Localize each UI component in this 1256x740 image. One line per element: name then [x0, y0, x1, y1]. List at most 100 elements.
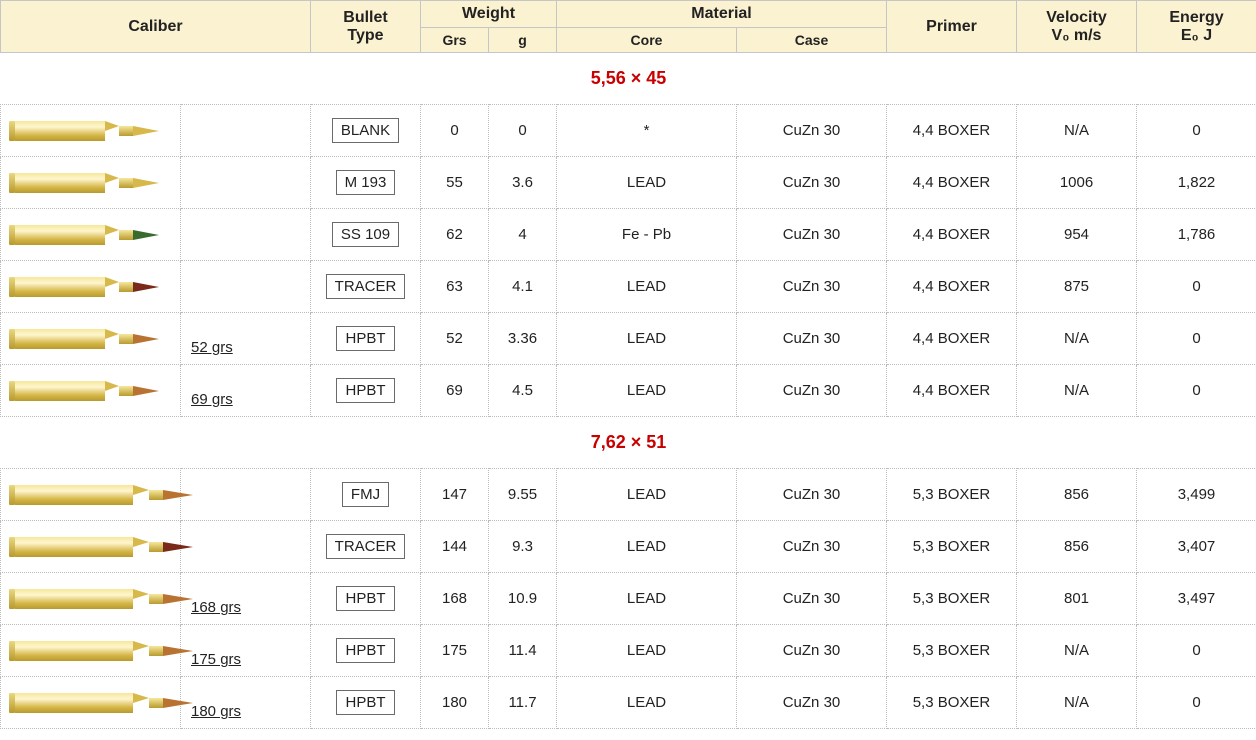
cell-case: CuZn 30 [737, 469, 887, 521]
cell-core: LEAD [557, 261, 737, 313]
cell-primer: 4,4 BOXER [887, 105, 1017, 157]
hdr-material-case: Case [737, 28, 887, 53]
cell-weight-grs: 52 [421, 313, 489, 365]
cell-energy: 0 [1137, 313, 1256, 365]
cell-case: CuZn 30 [737, 313, 887, 365]
cell-primer: 5,3 BOXER [887, 469, 1017, 521]
hdr-bullet-type: Bullet Type [311, 1, 421, 53]
cell-case: CuZn 30 [737, 677, 887, 729]
bullet-type-link[interactable]: M 193 [336, 170, 396, 195]
bullet-type-link[interactable]: HPBT [336, 326, 394, 351]
cell-cartridge [1, 625, 181, 677]
cell-core: Fe - Pb [557, 209, 737, 261]
cell-energy: 3,497 [1137, 573, 1256, 625]
bullet-type-link[interactable]: HPBT [336, 586, 394, 611]
cell-weight-g: 0 [489, 105, 557, 157]
cell-weight-grs: 144 [421, 521, 489, 573]
cell-caliber-sub [181, 157, 311, 209]
cartridge-icon [9, 586, 179, 612]
cartridge-icon [9, 326, 179, 352]
hdr-energy-l2: E₀ J [1181, 27, 1212, 44]
cartridge-icon [9, 690, 179, 716]
cell-caliber-sub: 168 grs [181, 573, 311, 625]
bullet-type-link[interactable]: FMJ [342, 482, 389, 507]
hdr-material-core: Core [557, 28, 737, 53]
bullet-type-link[interactable]: BLANK [332, 118, 399, 143]
cell-weight-grs: 147 [421, 469, 489, 521]
cell-cartridge [1, 521, 181, 573]
cell-weight-g: 11.7 [489, 677, 557, 729]
bullet-type-link[interactable]: HPBT [336, 378, 394, 403]
cell-weight-grs: 180 [421, 677, 489, 729]
hdr-weight: Weight [421, 1, 557, 28]
bullet-type-link[interactable]: HPBT [336, 690, 394, 715]
cartridge-icon [9, 482, 179, 508]
bullet-type-link[interactable]: TRACER [326, 274, 406, 299]
cell-velocity: 1006 [1017, 157, 1137, 209]
cell-weight-grs: 55 [421, 157, 489, 209]
cell-weight-g: 9.55 [489, 469, 557, 521]
cell-bullet-type: HPBT [311, 625, 421, 677]
cell-bullet-type: HPBT [311, 313, 421, 365]
cell-energy: 0 [1137, 261, 1256, 313]
cell-energy: 0 [1137, 677, 1256, 729]
hdr-caliber: Caliber [1, 1, 311, 53]
cell-weight-g: 11.4 [489, 625, 557, 677]
cell-core: * [557, 105, 737, 157]
section-title: 5,56 × 45 [1, 53, 1256, 105]
cell-core: LEAD [557, 625, 737, 677]
hdr-primer: Primer [887, 1, 1017, 53]
cell-primer: 5,3 BOXER [887, 677, 1017, 729]
cell-weight-grs: 69 [421, 365, 489, 417]
table-row: 180 grsHPBT18011.7LEADCuZn 305,3 BOXERN/… [1, 677, 1256, 729]
cell-energy: 1,786 [1137, 209, 1256, 261]
table-row: FMJ1479.55LEADCuZn 305,3 BOXER8563,499 [1, 469, 1256, 521]
cell-weight-g: 10.9 [489, 573, 557, 625]
cell-cartridge [1, 573, 181, 625]
cell-velocity: 856 [1017, 521, 1137, 573]
cell-energy: 3,407 [1137, 521, 1256, 573]
bullet-type-link[interactable]: SS 109 [332, 222, 399, 247]
cell-bullet-type: M 193 [311, 157, 421, 209]
cartridge-icon [9, 118, 179, 144]
cell-case: CuZn 30 [737, 157, 887, 209]
cell-energy: 0 [1137, 365, 1256, 417]
cell-caliber-sub [181, 209, 311, 261]
hdr-velocity-l2: V₀ m/s [1052, 27, 1102, 44]
cell-weight-grs: 63 [421, 261, 489, 313]
cell-primer: 5,3 BOXER [887, 573, 1017, 625]
cell-velocity: 954 [1017, 209, 1137, 261]
hdr-velocity: Velocity V₀ m/s [1017, 1, 1137, 53]
hdr-weight-grs: Grs [421, 28, 489, 53]
cell-weight-g: 3.6 [489, 157, 557, 209]
cell-bullet-type: FMJ [311, 469, 421, 521]
cell-energy: 3,499 [1137, 469, 1256, 521]
cell-weight-grs: 62 [421, 209, 489, 261]
cell-case: CuZn 30 [737, 209, 887, 261]
cell-caliber-sub: 69 grs [181, 365, 311, 417]
cell-case: CuZn 30 [737, 521, 887, 573]
cell-caliber-sub [181, 261, 311, 313]
table-row: 175 grsHPBT17511.4LEADCuZn 305,3 BOXERN/… [1, 625, 1256, 677]
cell-velocity: 875 [1017, 261, 1137, 313]
bullet-type-link[interactable]: HPBT [336, 638, 394, 663]
cell-core: LEAD [557, 469, 737, 521]
cell-core: LEAD [557, 573, 737, 625]
cell-velocity: N/A [1017, 625, 1137, 677]
bullet-type-link[interactable]: TRACER [326, 534, 406, 559]
cell-energy: 0 [1137, 625, 1256, 677]
cell-core: LEAD [557, 365, 737, 417]
cell-case: CuZn 30 [737, 261, 887, 313]
hdr-weight-g: g [489, 28, 557, 53]
cell-caliber-sub: 175 grs [181, 625, 311, 677]
cell-velocity: N/A [1017, 365, 1137, 417]
table-row: TRACER634.1LEADCuZn 304,4 BOXER8750 [1, 261, 1256, 313]
table-row: 52 grsHPBT523.36LEADCuZn 304,4 BOXERN/A0 [1, 313, 1256, 365]
table-body: 5,56 × 45 BLANK00*CuZn 304,4 BOXERN/A0 M… [1, 53, 1256, 729]
table-row: BLANK00*CuZn 304,4 BOXERN/A0 [1, 105, 1256, 157]
cell-energy: 1,822 [1137, 157, 1256, 209]
section-title: 7,62 × 51 [1, 417, 1256, 469]
cell-primer: 4,4 BOXER [887, 261, 1017, 313]
cell-weight-g: 9.3 [489, 521, 557, 573]
cell-bullet-type: TRACER [311, 521, 421, 573]
